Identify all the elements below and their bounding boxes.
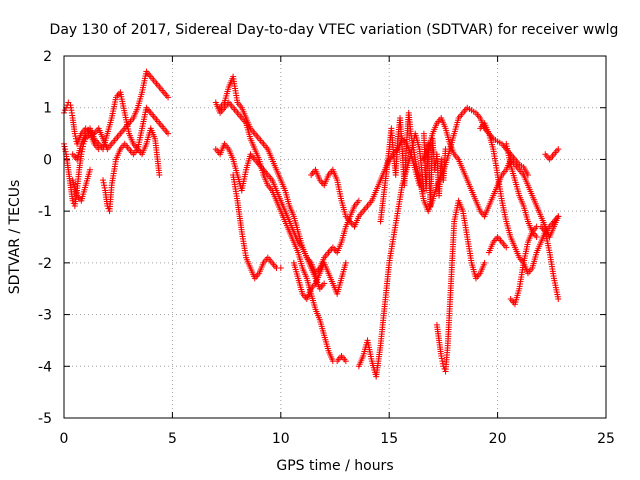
y-tick-label: -2 <box>38 256 52 272</box>
data-point <box>156 171 163 178</box>
series-arc-21 <box>69 166 94 204</box>
series-arc-17 <box>503 140 540 240</box>
data-point <box>355 197 362 204</box>
data-point <box>165 94 172 101</box>
x-tick-label: 20 <box>489 431 507 447</box>
data-point <box>439 360 446 367</box>
series-arc-18 <box>542 146 562 163</box>
y-tick-label: -5 <box>38 411 52 427</box>
data-point <box>555 213 562 220</box>
plot-frame <box>63 55 607 419</box>
data-point <box>342 259 349 266</box>
data-point <box>62 107 69 114</box>
data-point <box>101 182 108 189</box>
series-arc-19 <box>420 130 449 209</box>
y-tick-label: -1 <box>38 204 52 220</box>
data-point <box>503 244 510 251</box>
data-point <box>439 358 446 365</box>
data-point <box>481 259 488 266</box>
data-point <box>533 234 540 240</box>
data-points <box>61 68 562 380</box>
series-arc-20 <box>485 234 510 256</box>
series-arc-7 <box>212 140 362 277</box>
x-tick-label: 25 <box>597 431 615 447</box>
x-tick-label: 0 <box>60 431 69 447</box>
data-point <box>101 184 108 191</box>
data-point <box>61 143 68 150</box>
x-tick-label: 10 <box>272 431 290 447</box>
data-point <box>72 133 79 140</box>
series-arc-13 <box>420 115 562 240</box>
series-arc-3 <box>69 89 172 163</box>
data-point <box>442 146 449 153</box>
data-point <box>100 179 107 186</box>
x-tick-label: 15 <box>380 431 398 447</box>
y-tick-label: 2 <box>43 49 52 65</box>
series-arc-4 <box>100 125 163 215</box>
data-point <box>342 358 349 365</box>
data-point <box>555 296 562 303</box>
x-tick-label: 5 <box>168 431 177 447</box>
data-point <box>555 146 562 153</box>
data-point <box>71 130 78 137</box>
data-point <box>277 265 284 272</box>
chart-title: Day 130 of 2017, Sidereal Day-to-day VTE… <box>50 22 619 38</box>
data-point <box>100 177 107 184</box>
data-point <box>321 280 328 287</box>
data-point <box>438 352 445 359</box>
data-point <box>438 355 445 362</box>
y-tick-label: -3 <box>38 308 52 324</box>
data-point <box>87 166 94 173</box>
x-tick-labels: 0 5 10 15 20 25 <box>60 431 615 447</box>
data-point <box>165 130 172 137</box>
y-tick-label: -4 <box>38 359 52 375</box>
x-axis-label: GPS time / hours <box>276 458 393 474</box>
data-point <box>72 135 79 142</box>
series-arc-8 <box>230 171 284 282</box>
y-axis-label: SDTVAR / TECUs <box>7 180 23 295</box>
data-point <box>62 146 69 153</box>
series-arc-11 <box>355 130 427 380</box>
y-tick-label: 1 <box>43 101 52 117</box>
series-arc-9 <box>290 259 349 303</box>
series-arc-16 <box>507 223 562 308</box>
y-tick-label: 0 <box>43 152 52 168</box>
series-arc-14 <box>433 197 488 375</box>
y-tick-labels: 2 1 0 -1 -2 -3 -4 -5 <box>38 49 52 427</box>
